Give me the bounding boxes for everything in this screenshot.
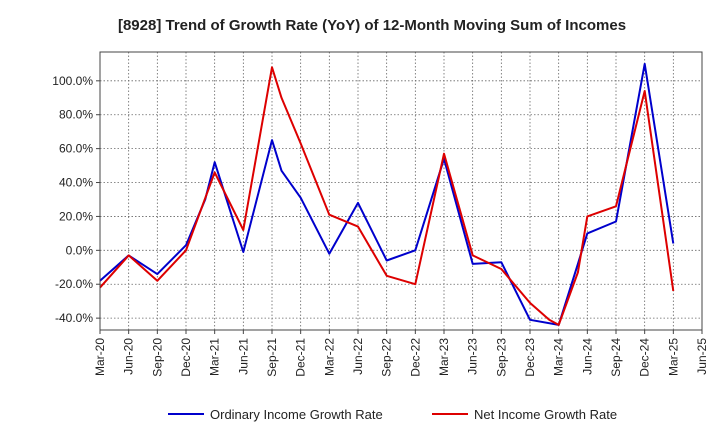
x-tick-label: Sep-20	[150, 338, 164, 377]
series-line-net-income	[99, 66, 675, 326]
x-tick-label: Sep-24	[609, 338, 623, 377]
x-tick-label: Dec-21	[294, 338, 308, 377]
x-tick-label: Mar-22	[322, 338, 336, 376]
x-tick-label: Mar-24	[552, 338, 566, 376]
y-tick-label: 80.0%	[59, 108, 93, 122]
chart-title: [8928] Trend of Growth Rate (YoY) of 12-…	[118, 17, 626, 34]
x-tick-label: Jun-23	[466, 338, 480, 375]
y-tick-label: -40.0%	[55, 311, 93, 325]
x-tick-label: Sep-23	[494, 338, 508, 377]
y-tick-label: 100.0%	[52, 74, 93, 88]
legend-label-ordinary-income: Ordinary Income Growth Rate	[210, 407, 383, 422]
x-tick-label: Mar-25	[666, 338, 680, 376]
legend-label-net-income: Net Income Growth Rate	[474, 407, 617, 422]
x-tick-label: Jun-24	[580, 338, 594, 375]
y-tick-label: 0.0%	[66, 243, 94, 257]
x-tick-label: Dec-20	[179, 338, 193, 377]
plot-frame	[99, 51, 703, 331]
x-tick-label: Mar-20	[93, 338, 107, 376]
series-line-ordinary-income	[99, 62, 675, 326]
y-tick-label: 20.0%	[59, 209, 93, 223]
x-tick-label: Sep-22	[380, 338, 394, 377]
y-tick-label: 40.0%	[59, 176, 93, 190]
y-axis-ticks: -40.0% -20.0% 0.0% 20.0% 40.0% 60.0% 80.0% 100.…	[52, 74, 100, 325]
y-tick-label: 60.0%	[59, 142, 93, 156]
x-tick-label: Jun-21	[236, 338, 250, 375]
legend: Ordinary Income Growth Rate Net Income G…	[168, 407, 617, 422]
y-tick-label: -20.0%	[55, 277, 93, 291]
x-tick-label: Dec-24	[638, 338, 652, 377]
x-tick-label: Mar-23	[437, 338, 451, 376]
x-tick-label: Jun-20	[122, 338, 136, 375]
series-lines	[99, 62, 675, 326]
x-tick-label: Dec-22	[408, 338, 422, 377]
x-tick-label: Jun-25	[695, 338, 709, 375]
gridlines	[99, 52, 703, 330]
x-tick-label: Sep-21	[265, 338, 279, 377]
x-tick-label: Mar-21	[208, 338, 222, 376]
x-tick-label: Dec-23	[523, 338, 537, 377]
x-tick-label: Jun-22	[351, 338, 365, 375]
x-axis-ticks: Mar-20 Jun-20 Sep-20 Dec-20 Mar-21 Jun-21 Sep-…	[93, 330, 709, 377]
